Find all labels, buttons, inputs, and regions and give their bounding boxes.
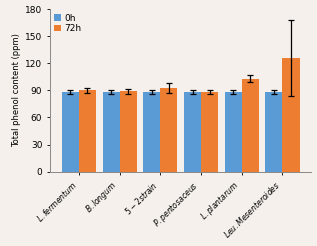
Bar — [282, 58, 300, 172]
Bar — [184, 92, 201, 172]
Bar — [265, 92, 282, 172]
Bar — [62, 92, 79, 172]
Bar — [102, 92, 120, 172]
Bar — [201, 92, 218, 172]
Bar — [143, 92, 160, 172]
Y-axis label: Total phenol content (ppm): Total phenol content (ppm) — [12, 33, 21, 147]
Bar — [242, 79, 259, 172]
Bar — [160, 88, 178, 172]
Bar — [79, 90, 96, 172]
Bar — [120, 91, 137, 172]
Legend: 0h, 72h: 0h, 72h — [53, 12, 83, 35]
Bar — [225, 92, 242, 172]
